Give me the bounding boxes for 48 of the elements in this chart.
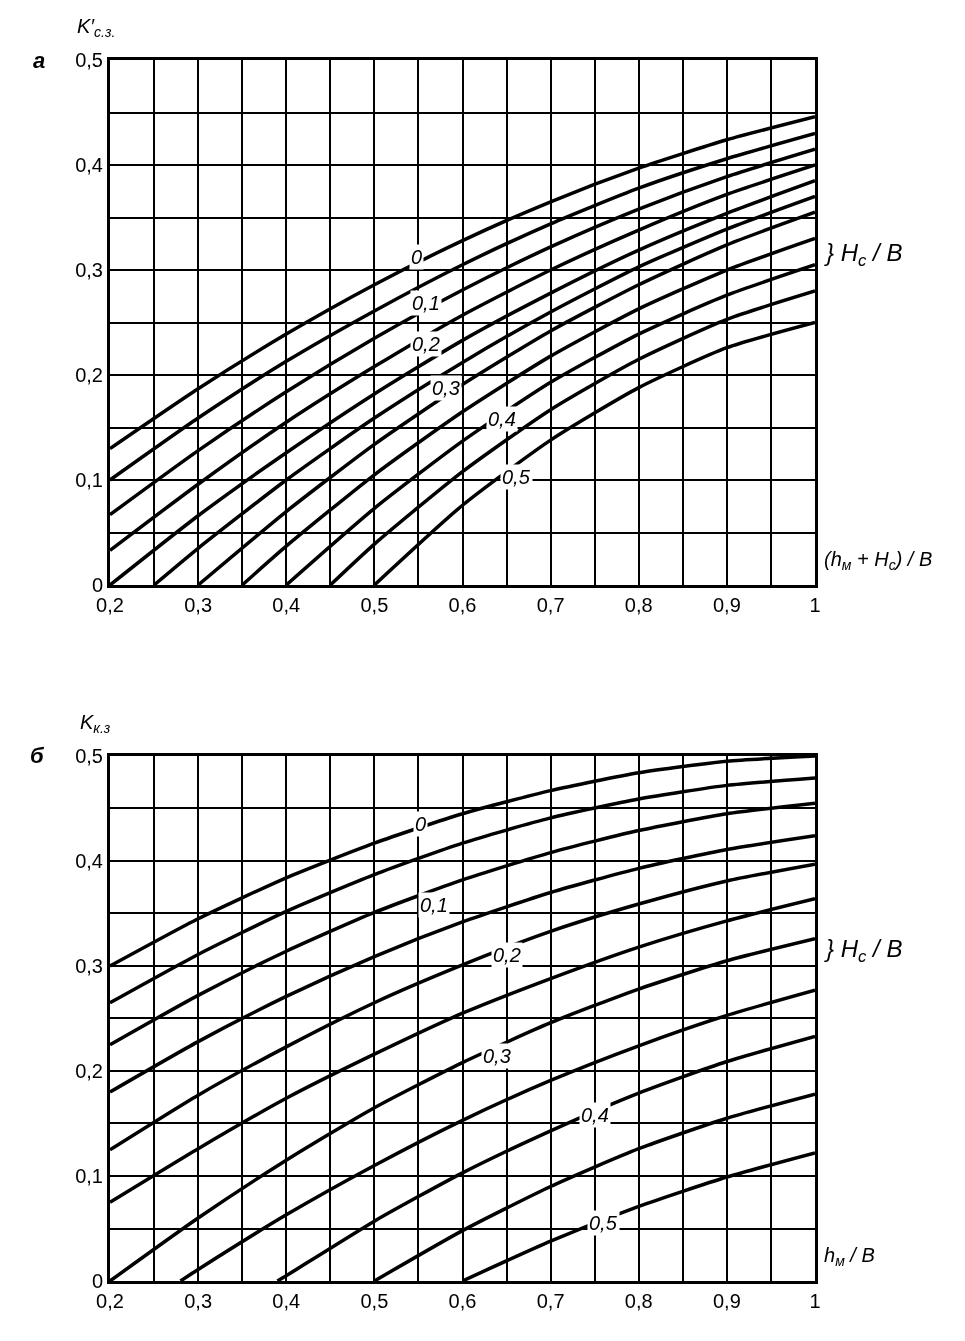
y-tick-label: 0,4 bbox=[75, 154, 103, 177]
y-tick-label: 0,5 bbox=[75, 49, 103, 71]
text: } H$_{с}$ / B bbox=[824, 935, 903, 967]
y-tick-label: 0 bbox=[91, 574, 103, 597]
annotation: 0 bbox=[415, 813, 427, 835]
y-tick-label: 0,4 bbox=[75, 849, 103, 872]
x-axis-title: (h$_{м}$ + H$_{с}$) / B bbox=[824, 548, 933, 574]
x-tick-label: 1 bbox=[809, 594, 821, 617]
annotation: 0,3 bbox=[483, 1045, 511, 1067]
annotation: 0,2 bbox=[493, 944, 521, 966]
x-tick-label: 0,9 bbox=[712, 1290, 741, 1312]
x-tick-label: 0,9 bbox=[712, 594, 741, 617]
x-axis-title: h$_{м}$ / B bbox=[824, 1244, 875, 1270]
annotation: 0,5 bbox=[502, 466, 531, 488]
y-tick-label: 0,2 bbox=[75, 364, 103, 387]
annotation: 0,5 bbox=[589, 1212, 618, 1234]
x-tick-label: 0,8 bbox=[624, 594, 653, 617]
x-tick-label: 0,3 bbox=[184, 594, 213, 617]
annotation: 0,1 bbox=[420, 894, 448, 916]
y-axis-title: K$_{к.з}$ bbox=[80, 711, 111, 737]
text: } H$_{с}$ / B bbox=[824, 239, 903, 271]
chart-title: б bbox=[30, 743, 45, 768]
annotation: 0,4 bbox=[581, 1104, 609, 1126]
x-tick-label: 0,8 bbox=[624, 1290, 653, 1312]
chart-title: а bbox=[33, 48, 46, 73]
annotation: 0,3 bbox=[432, 377, 460, 399]
x-tick-label: 0,7 bbox=[536, 1290, 565, 1312]
y-tick-label: 0,3 bbox=[75, 259, 103, 282]
x-tick-label: 0,7 bbox=[536, 594, 565, 617]
y-tick-label: 0 bbox=[91, 1270, 103, 1292]
x-tick-label: 0,4 bbox=[272, 594, 301, 617]
x-tick-label: 0,4 bbox=[272, 1290, 301, 1312]
x-tick-label: 0,5 bbox=[360, 594, 389, 617]
y-tick-label: 0,3 bbox=[75, 954, 103, 977]
y-tick-label: 0,1 bbox=[75, 1164, 103, 1187]
x-tick-label: 0,5 bbox=[360, 1290, 389, 1312]
annotation: 0 bbox=[411, 246, 423, 268]
y-tick-label: 0,2 bbox=[75, 1059, 103, 1082]
x-tick-label: 0,6 bbox=[448, 1290, 477, 1312]
x-tick-label: 0,3 bbox=[184, 1290, 213, 1312]
annotation: 0,1 bbox=[412, 292, 440, 314]
x-tick-label: 1 bbox=[809, 1290, 821, 1312]
x-tick-label: 0,6 bbox=[448, 594, 477, 617]
annotation: 0,2 bbox=[412, 333, 440, 355]
y-tick-label: 0,1 bbox=[75, 469, 103, 492]
y-tick-label: 0,5 bbox=[75, 744, 103, 767]
annotation: 0,4 bbox=[488, 408, 516, 430]
y-axis-title: K′$_{с.з.}$ bbox=[77, 15, 116, 41]
